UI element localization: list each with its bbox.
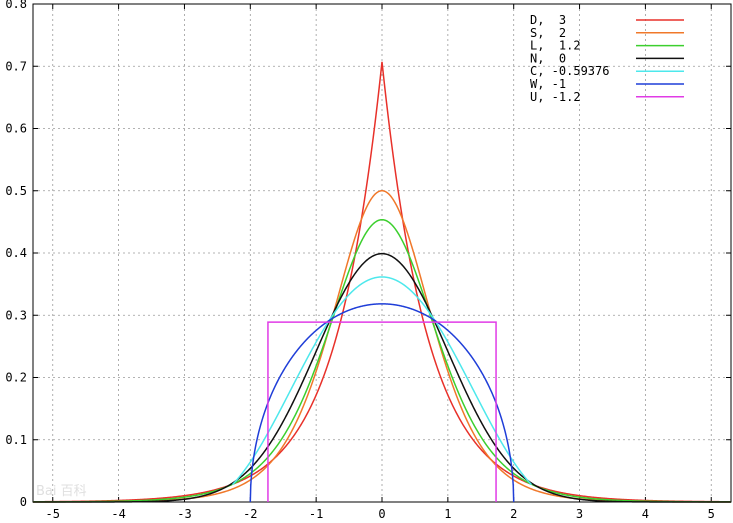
- y-tick-label: 0.5: [5, 184, 27, 198]
- series-line-2: [33, 218, 731, 503]
- legend-entry-label: D, 3: [530, 13, 566, 27]
- x-tick-label: 2: [510, 507, 517, 521]
- series-lines: [32, 61, 732, 503]
- watermark-text: Bai 百科: [36, 484, 87, 499]
- series-line-0: [32, 61, 732, 503]
- y-tick-label: 0.4: [5, 246, 27, 260]
- y-tick-label: 0.1: [5, 433, 27, 447]
- y-tick-label: 0.3: [5, 308, 27, 322]
- y-tick-label: 0.2: [5, 371, 27, 385]
- series-line-4: [231, 276, 533, 486]
- x-tick-label: -2: [243, 507, 257, 521]
- x-tick-label: 4: [642, 507, 649, 521]
- x-tick-label: -4: [111, 507, 125, 521]
- x-tick-label: -5: [46, 507, 60, 521]
- y-tick-label: 0.7: [5, 59, 27, 73]
- legend-entry-label: W, -1: [530, 77, 566, 91]
- legend-entry-label: N, 0: [530, 51, 566, 65]
- legend-entry-label: C, -0.59376: [530, 64, 609, 78]
- legend-entry-label: U, -1.2: [530, 90, 581, 104]
- y-tick-label: 0.8: [5, 0, 27, 11]
- x-tick-label: -3: [177, 507, 191, 521]
- watermark-logo: Bai 百科: [36, 484, 87, 499]
- chart-axes: -5 -4 -3 -2 -1 0 1 2 3 4 5 0 0.1 0.2 0.3 0.4 0.5 0.6 0.7 0.…: [5, 0, 732, 521]
- y-tick-label: 0: [20, 495, 27, 509]
- legend-entry-label: L, 1.2: [530, 39, 581, 53]
- series-line-6: [267, 321, 497, 502]
- x-tick-label: -1: [309, 507, 323, 521]
- legend-entry-label: S, 2: [530, 26, 566, 40]
- x-tick-label: 3: [576, 507, 583, 521]
- x-tick-label: 5: [708, 507, 715, 521]
- x-tick-label: 0: [378, 507, 385, 521]
- x-tick-label: 1: [444, 507, 451, 521]
- series-line-3: [33, 252, 731, 503]
- y-tick-label: 0.6: [5, 122, 27, 136]
- series-line-5: [249, 303, 515, 503]
- chart-grid: [33, 4, 731, 502]
